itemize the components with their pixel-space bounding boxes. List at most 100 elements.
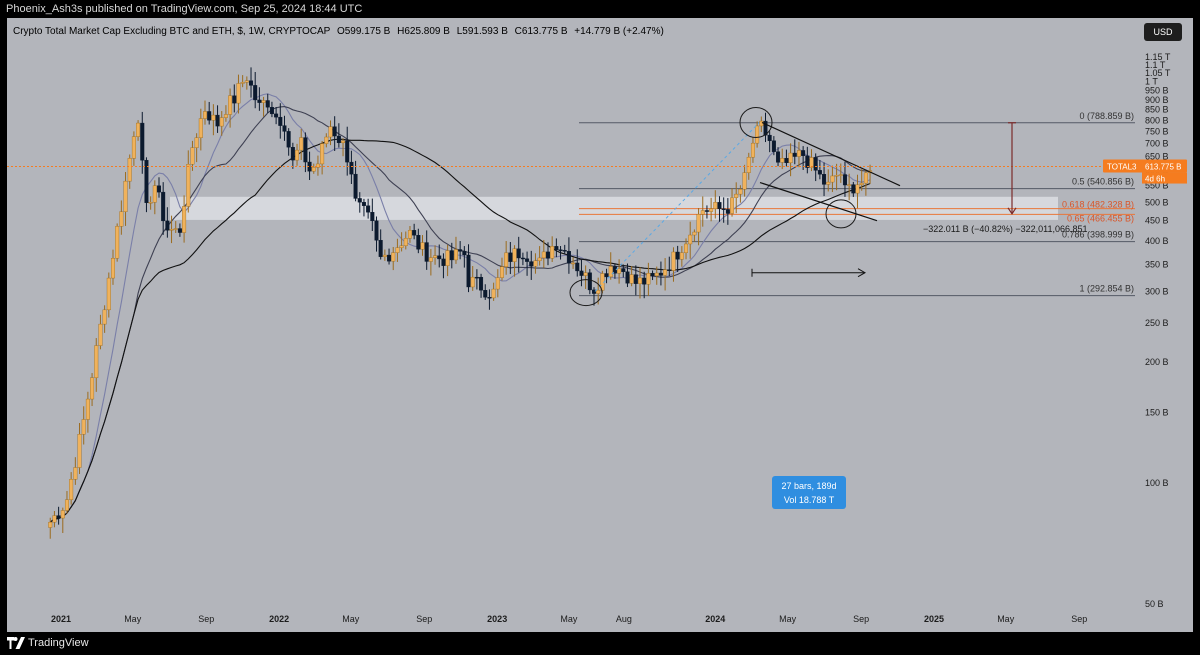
y-tick-label: 1.15 T <box>1145 52 1171 62</box>
candle-body <box>809 157 814 168</box>
candle-body <box>663 269 668 276</box>
candle-body <box>575 262 580 272</box>
price-marker-value: 613.775 B <box>1145 163 1181 172</box>
candle-body <box>253 85 258 101</box>
symbol-title: Crypto Total Market Cap Excluding BTC an… <box>13 26 331 37</box>
candle-body <box>328 126 333 138</box>
range-arrow-head <box>857 268 867 278</box>
measure-label: −322.011 B (−40.82%) −322,011,066,851 <box>923 224 1088 234</box>
candle-body <box>194 137 199 148</box>
candle-body <box>612 266 617 274</box>
candle-body <box>315 163 320 168</box>
candle-body <box>679 252 684 260</box>
candle-body <box>110 258 115 279</box>
candle-body <box>792 152 797 157</box>
fib-label: 0.618 (482.328 B) <box>1062 200 1134 210</box>
candle-body <box>738 189 743 195</box>
candle-body <box>341 140 346 144</box>
candle-body <box>784 158 789 164</box>
x-tick-label: 2024 <box>705 614 725 624</box>
candle-body <box>520 257 525 260</box>
y-tick-label: 400 B <box>1145 236 1169 246</box>
y-tick-label: 100 B <box>1145 478 1169 488</box>
candle-body <box>474 276 479 279</box>
candle-body <box>412 230 417 236</box>
candle-body <box>688 234 693 245</box>
candle-body <box>77 434 82 468</box>
candle-body <box>671 251 676 271</box>
wedge-lower-line <box>759 181 878 222</box>
y-tick-label: 50 B <box>1145 599 1164 609</box>
candle-body <box>228 95 233 115</box>
candle-body <box>169 229 174 231</box>
candle-body <box>667 269 672 271</box>
candle-body <box>374 220 379 241</box>
candle-body <box>198 118 203 138</box>
candle-body <box>838 174 843 176</box>
candle-body <box>148 202 153 204</box>
candle-body <box>512 248 517 262</box>
currency-button[interactable]: USD <box>1144 23 1182 41</box>
candle-body <box>282 125 287 132</box>
high-value: H625.809 B <box>397 26 450 37</box>
footer-bar: TradingView <box>0 632 1200 655</box>
candle-body <box>684 243 689 253</box>
fib-retracement: 0 (788.859 B) 0.5 (540.856 B) 0.618 (482.3… <box>579 111 1135 297</box>
candle-body <box>592 289 597 294</box>
candle-body <box>504 252 509 267</box>
candle-body <box>842 174 847 186</box>
candle-body <box>617 268 622 274</box>
candle-body <box>182 206 187 233</box>
x-tick-label: Sep <box>1071 614 1087 624</box>
publish-header: Phoenix_Ash3s published on TradingView.c… <box>0 0 1200 18</box>
tradingview-brand: TradingView <box>28 637 89 649</box>
candle-body <box>173 228 178 230</box>
candle-body <box>64 499 69 511</box>
candle-body <box>596 290 601 294</box>
candle-body <box>767 134 772 141</box>
candle-body <box>466 254 471 288</box>
price-marker: TOTAL3 613.775 B 4d 6h <box>1103 159 1187 184</box>
candle-body <box>236 83 241 104</box>
y-tick-label: 450 B <box>1145 216 1169 226</box>
candle-body <box>566 251 571 264</box>
candle-body <box>332 126 337 137</box>
x-tick-label: 2025 <box>924 614 944 624</box>
x-tick-label: Aug <box>616 614 632 624</box>
candle-body <box>545 251 550 259</box>
candle-body <box>742 172 747 190</box>
low-value: L591.593 B <box>456 26 508 37</box>
candle-body <box>458 249 463 252</box>
change-value: +14.779 B (+2.47%) <box>574 26 664 37</box>
y-tick-label: 750 B <box>1145 127 1169 137</box>
symbol-legend: Crypto Total Market Cap Excluding BTC an… <box>13 26 664 37</box>
candle-body <box>529 261 534 267</box>
candle-body <box>274 113 279 118</box>
candle-body <box>244 80 249 83</box>
candle-body <box>650 273 655 276</box>
candle-body <box>265 100 270 108</box>
candle-body <box>349 161 354 175</box>
x-tick-label: Sep <box>416 614 432 624</box>
y-tick-label: 300 B <box>1145 286 1169 296</box>
candle-body <box>420 242 425 250</box>
candle-body <box>638 277 643 284</box>
candle-body <box>433 255 438 258</box>
fib-label: 1 (292.854 B) <box>1079 284 1134 294</box>
candle-body <box>642 277 647 285</box>
candle-body <box>378 240 383 257</box>
candle-body <box>847 184 852 186</box>
candle-body <box>646 273 651 285</box>
candle-body <box>249 80 254 86</box>
x-tick-label: 2021 <box>51 614 71 624</box>
candle-body <box>734 193 739 198</box>
candle-body <box>713 202 718 209</box>
candle-body <box>186 164 191 207</box>
candle-body <box>604 273 609 278</box>
candle-body <box>60 510 65 519</box>
candle-body <box>817 170 822 175</box>
candle-body <box>771 140 776 152</box>
candle-body <box>85 398 90 420</box>
